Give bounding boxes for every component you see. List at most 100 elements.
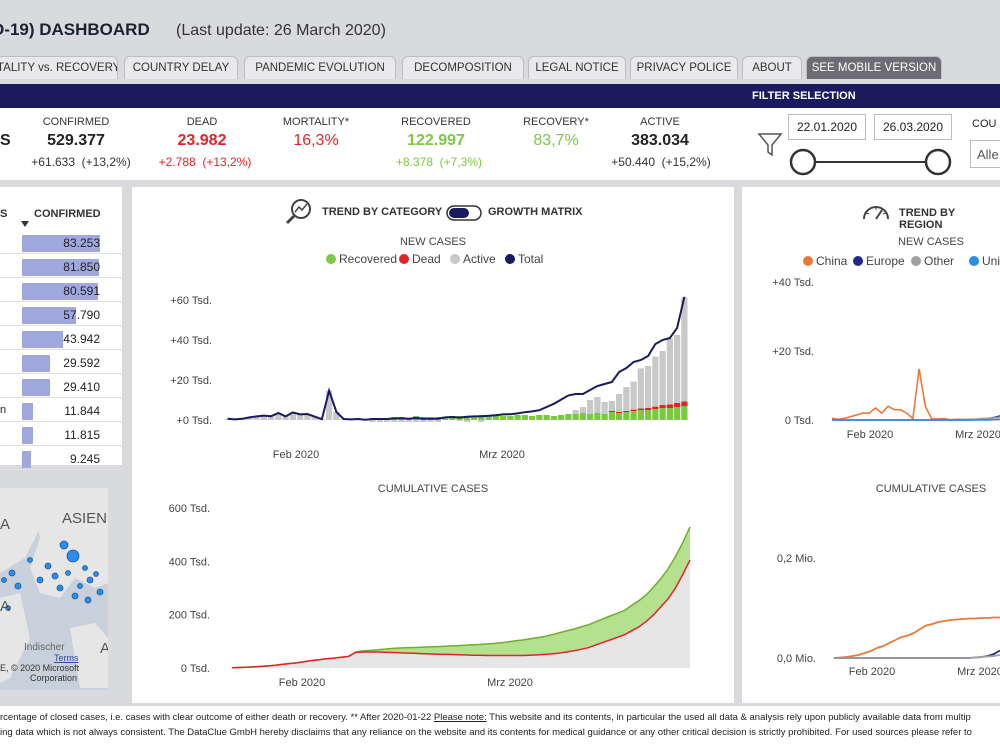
date-to-input[interactable]: 26.03.2020 xyxy=(874,114,952,140)
slider-end-handle[interactable] xyxy=(924,148,952,176)
table-row[interactable]: 83.253 xyxy=(0,232,122,254)
table-row[interactable]: n 11.844 xyxy=(0,400,122,422)
kpi-recovery-value: 83,7% xyxy=(533,132,579,149)
tab-mortality-recovery[interactable]: TALITY vs. RECOVERY xyxy=(0,56,118,79)
filter-selection-label: FILTER SELECTION xyxy=(752,90,856,102)
growth-matrix-label[interactable]: GROWTH MATRIX xyxy=(488,206,583,218)
date-range-slider[interactable] xyxy=(786,146,956,178)
filter-bar xyxy=(0,84,1000,108)
tab-pandemic-evolution[interactable]: PANDEMIC EVOLUTION xyxy=(244,56,396,79)
table-row-bar xyxy=(22,307,76,324)
map-dot xyxy=(44,562,52,570)
bar-recovered xyxy=(666,408,673,420)
tab-privacy-police[interactable]: PRIVACY POLICE xyxy=(630,56,738,79)
bar-recovered xyxy=(492,415,499,420)
bar-active xyxy=(637,368,644,409)
bar-active xyxy=(601,402,608,414)
tab-about[interactable]: ABOUT xyxy=(742,56,802,79)
bar-active xyxy=(304,414,311,420)
bar-dead xyxy=(674,403,681,407)
series-line-total xyxy=(227,296,686,421)
table-header-country[interactable]: S xyxy=(0,208,8,220)
map-label-indian: Indischer xyxy=(24,642,65,653)
tab-legal-notice[interactable]: LEGAL NOTICE xyxy=(528,56,626,79)
bar-recovered xyxy=(514,415,521,420)
table-header-confirmed[interactable]: CONFIRMED xyxy=(34,208,101,220)
slider-start-handle[interactable] xyxy=(789,148,817,176)
x-tick-label: Mrz 2020 xyxy=(957,666,1000,678)
kpi-dead-value: 23.982 xyxy=(177,132,227,149)
bar-recovered xyxy=(616,413,623,420)
bar-active xyxy=(333,412,340,420)
table-row-bar xyxy=(22,283,98,300)
bar-recovered xyxy=(471,416,478,420)
map-terms-link[interactable]: Terms xyxy=(54,653,79,663)
table-row[interactable]: 11.815 xyxy=(0,424,122,446)
bar-active xyxy=(297,414,304,420)
kpi-active-delta: +50.440 (+15,2%) xyxy=(611,155,711,169)
bar-dead xyxy=(652,406,659,409)
bar-recovered xyxy=(478,415,485,420)
filter-funnel-icon[interactable] xyxy=(756,130,784,158)
kpi-dead-label: DEAD xyxy=(186,116,218,128)
y-tick-label: 400 Tsd. xyxy=(169,556,210,568)
table-row-value: 80.591 xyxy=(63,284,100,298)
bar-active xyxy=(659,351,666,405)
table-row[interactable]: 81.850 xyxy=(0,256,122,278)
growth-matrix-toggle[interactable] xyxy=(446,204,482,222)
area-active xyxy=(232,560,690,668)
sort-desc-icon[interactable] xyxy=(20,220,30,228)
gauge-icon xyxy=(863,206,889,220)
footer-disclaimer: rcentage of closed cases, i.e. cases wit… xyxy=(0,706,1000,750)
kpi-active-label: ACTIVE xyxy=(640,116,680,128)
world-map[interactable] xyxy=(0,488,108,690)
table-row-value: 43.942 xyxy=(63,332,100,346)
kpi-recovered-label: RECOVERED xyxy=(401,116,471,128)
table-row[interactable]: 29.592 xyxy=(0,352,122,374)
table-row-value: 11.815 xyxy=(64,428,100,442)
map-dot xyxy=(65,570,71,576)
legend-marker xyxy=(803,256,813,266)
table-row-value: 83.253 xyxy=(63,236,100,250)
map-dot xyxy=(8,569,16,577)
x-tick-label: Mrz 2020 xyxy=(955,429,1000,441)
country-dropdown[interactable]: Alle xyxy=(970,140,1000,168)
trend-region-title: TREND BY REGION xyxy=(899,207,956,231)
table-row-value: 29.410 xyxy=(63,380,100,394)
tab-country-delay[interactable]: COUNTRY DELAY xyxy=(124,56,238,79)
bar-active xyxy=(413,420,420,422)
bar-active xyxy=(463,420,470,422)
map-dot xyxy=(36,576,44,584)
bar-recovered xyxy=(500,416,507,420)
table-row[interactable]: 9.245 xyxy=(0,448,122,470)
bar-recovered xyxy=(529,416,536,420)
table-row[interactable]: 80.591 xyxy=(0,280,122,302)
bar-active xyxy=(616,394,623,412)
y-tick-label: 0,0 Mio. xyxy=(777,653,816,665)
region-new-cases-chart[interactable]: NEW CASES China Europe Other Unit 0 Tsd. +20 T… xyxy=(742,230,1000,470)
bar-recovered xyxy=(608,412,615,420)
bar-active xyxy=(275,413,282,420)
tab-decomposition[interactable]: DECOMPOSITION xyxy=(402,56,524,79)
bar-dead xyxy=(645,408,652,410)
table-row[interactable]: 29.410 xyxy=(0,376,122,398)
bar-dead xyxy=(666,404,673,408)
region-cumulative-cases-chart[interactable]: CUMULATIVE CASES 0,0 Mio. 0,2 Mio. Feb 2020… xyxy=(742,478,1000,700)
trend-category-title: TREND BY CATEGORY xyxy=(322,206,443,218)
map-dot xyxy=(14,582,22,590)
please-note-link: Please note: xyxy=(433,712,487,723)
cumulative-cases-chart[interactable]: CUMULATIVE CASES 0 Tsd. 200 Tsd. 400 Tsd. 60… xyxy=(132,478,734,700)
tab-see-mobile-version[interactable]: SEE MOBILE VERSION xyxy=(806,56,942,79)
date-from-input[interactable]: 22.01.2020 xyxy=(788,114,866,140)
table-row[interactable]: 57.790 xyxy=(0,304,122,326)
table-row[interactable]: 43.942 xyxy=(0,328,122,350)
map-dot xyxy=(96,588,104,596)
x-tick-label: Feb 2020 xyxy=(279,677,325,689)
bar-dead xyxy=(616,412,623,413)
legend-label-active: Active xyxy=(463,252,496,266)
map-panel[interactable]: ASIEN A A A Indischer Terms E, © 2020 Mi… xyxy=(0,488,108,690)
bar-recovered xyxy=(463,416,470,420)
bar-active xyxy=(398,420,405,422)
bar-recovered xyxy=(543,415,550,420)
